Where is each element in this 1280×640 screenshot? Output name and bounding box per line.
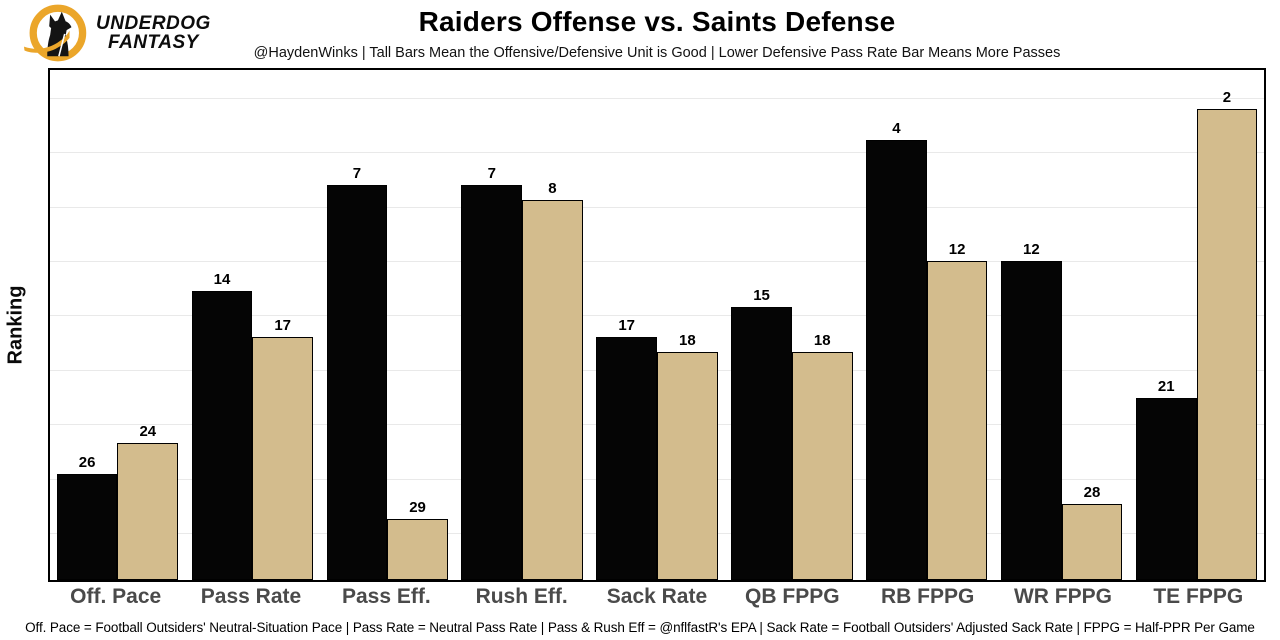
brand-wordmark: UNDERDOG FANTASY [96, 12, 211, 53]
bar-value-label: 12 [1022, 241, 1040, 259]
defense-bar-pass-eff: 29 [387, 499, 448, 580]
offense-bar-rb-fppg: 4 [866, 120, 927, 580]
bar-value-label: 26 [78, 453, 96, 471]
bar-group-pass-rate: 14 17 [185, 70, 320, 580]
footnote: Off. Pace = Football Outsiders' Neutral-… [25, 620, 1255, 635]
bar-value-label: 18 [679, 332, 696, 350]
offense-bar-te-fppg: 21 [1135, 378, 1197, 580]
chart-title: Raiders Offense vs. Saints Defense [418, 6, 896, 37]
x-axis-label-sack-rate: Sack Rate [606, 585, 708, 608]
x-axis-label-rush-eff: Rush Eff. [475, 585, 568, 608]
gridline [50, 260, 1264, 262]
offense-bar-off-pace: 26 [56, 454, 118, 580]
bar-groups: 26 24 14 17 7 29 7 8 17 18 15 18 4 12 12 28 21 2 [50, 70, 1264, 580]
bar-group-qb-fppg: 15 18 [724, 70, 859, 580]
defense-bar-sack-rate: 18 [657, 332, 718, 580]
bar-value-label: 7 [352, 165, 362, 183]
defense-bar-off-pace: 24 [117, 423, 179, 580]
defense-bar-rb-fppg: 12 [926, 241, 988, 580]
bar-group-rb-fppg: 4 12 [859, 70, 994, 580]
offense-bar-wr-fppg: 12 [1000, 241, 1062, 580]
x-axis-label-pass-rate: Pass Rate [200, 585, 302, 608]
bar-group-wr-fppg: 12 28 [994, 70, 1129, 580]
x-axis-labels: Off. Pace Pass Rate Pass Eff. Rush Eff. Sack… [48, 585, 1266, 609]
y-axis-label: Ranking [4, 285, 27, 365]
defense-bar-rush-eff: 8 [522, 180, 583, 580]
defense-bar-qb-fppg: 18 [791, 332, 853, 580]
bar-value-label: 24 [139, 423, 157, 441]
x-axis-label-qb-fppg: QB FPPG [745, 585, 840, 608]
x-axis-label-wr-fppg: WR FPPG [1013, 585, 1112, 608]
bar-value-label: 7 [487, 165, 496, 183]
x-axis-label-rb-fppg: RB FPPG [880, 585, 975, 608]
bar-value-label: 14 [213, 271, 231, 289]
offense-bar-pass-eff: 7 [326, 165, 388, 580]
bar-value-label: 17 [618, 316, 635, 334]
x-axis-label-te-fppg: TE FPPG [1153, 585, 1244, 608]
logo-ribbon-icon [24, 30, 70, 53]
bar-value-label: 29 [409, 499, 426, 517]
brand-line1: UNDERDOG [96, 12, 211, 34]
brand-line2: FANTASY [108, 32, 199, 53]
defense-bar-te-fppg: 2 [1196, 89, 1258, 580]
bar-value-label: 4 [892, 119, 901, 137]
offense-bar-sack-rate: 17 [596, 317, 657, 580]
defense-bar-wr-fppg: 28 [1061, 484, 1123, 580]
bar-group-sack-rate: 17 18 [590, 70, 725, 580]
bar-value-label: 15 [753, 286, 770, 304]
gridline [50, 315, 1264, 317]
bar-value-label: 12 [948, 241, 966, 259]
plot-panel: 26 24 14 17 7 29 7 8 17 18 15 18 4 12 12 28 21 2 [48, 68, 1266, 582]
bar-group-te-fppg: 21 2 [1129, 70, 1264, 580]
offense-bar-qb-fppg: 15 [731, 287, 792, 580]
x-axis-label-pass-eff: Pass Eff. [341, 585, 431, 608]
title-block: Raiders Offense vs. Saints Defense @Hayd… [48, 6, 1266, 61]
gridline [50, 152, 1264, 154]
bar-value-label: 2 [1222, 89, 1232, 107]
defense-bar-pass-rate: 17 [252, 317, 314, 580]
offense-bar-rush-eff: 7 [461, 165, 523, 580]
underdog-fantasy-logo-icon [24, 4, 87, 62]
x-axis-label-off-pace: Off. Pace [70, 585, 162, 608]
logo-accent-line [58, 33, 66, 57]
offense-bar-pass-rate: 14 [191, 271, 253, 580]
bar-value-label: 28 [1083, 484, 1101, 502]
brand-logo: UNDERDOG FANTASY [22, 2, 211, 64]
chart-subtitle: @HaydenWinks | Tall Bars Mean the Offens… [253, 45, 1061, 61]
bar-value-label: 17 [274, 316, 292, 334]
bar-value-label: 21 [1157, 377, 1175, 395]
gridline [50, 97, 1264, 99]
gridline [50, 206, 1264, 208]
bar-value-label: 8 [548, 180, 557, 198]
bar-group-off-pace: 26 24 [50, 70, 185, 580]
bar-value-label: 18 [813, 332, 831, 350]
bar-group-pass-eff: 7 29 [320, 70, 455, 580]
